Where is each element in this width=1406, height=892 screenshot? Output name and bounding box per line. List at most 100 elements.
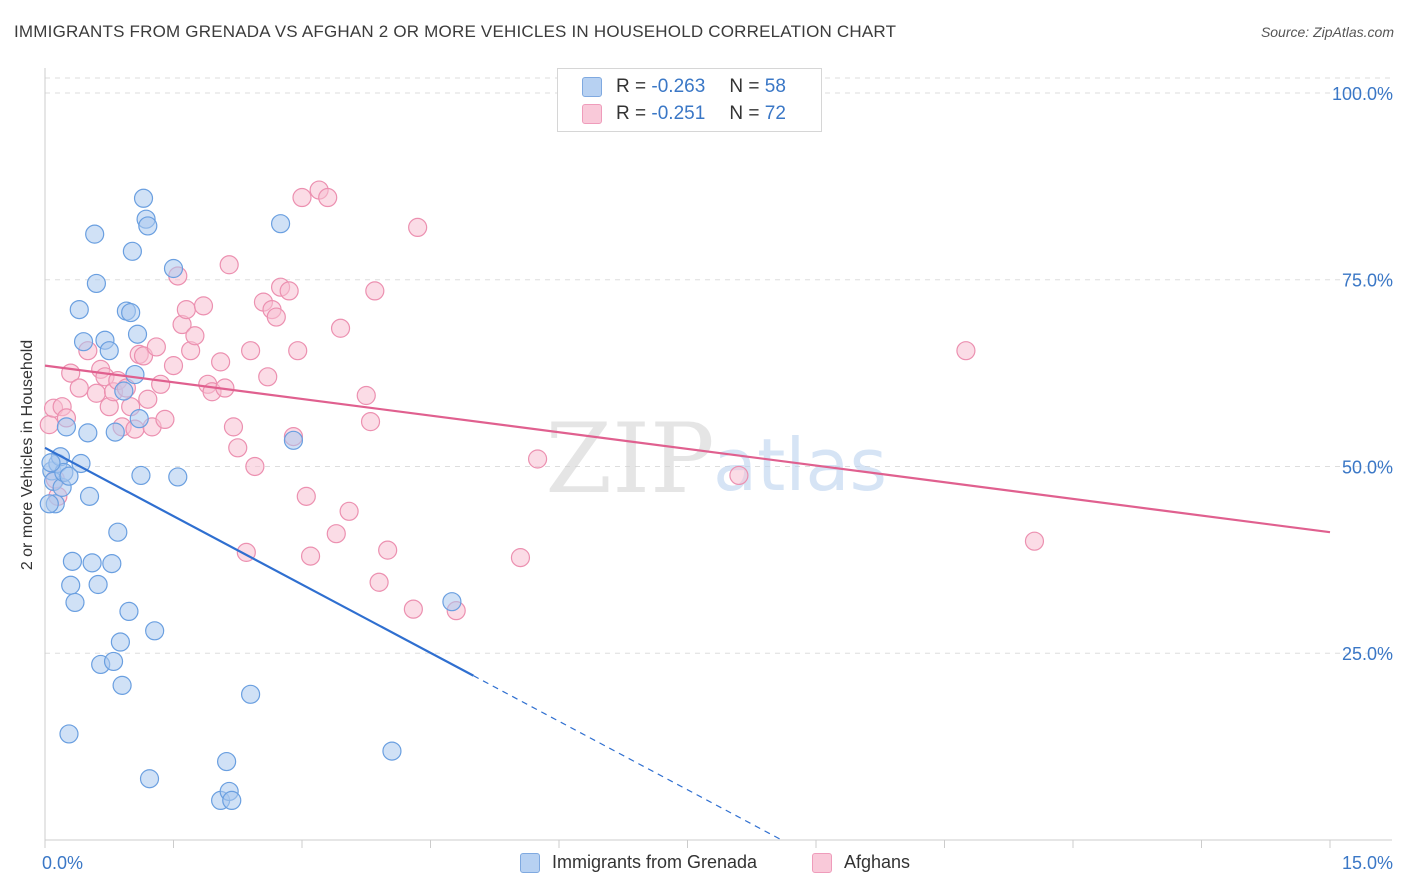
grenada-point — [41, 453, 61, 473]
legend-n-value: 72 — [764, 103, 786, 124]
grenada-point — [71, 453, 91, 474]
legend-n-label: N = — [729, 103, 760, 124]
grenada-point — [59, 724, 79, 744]
afghans-points — [39, 180, 1045, 621]
grenada-point — [102, 553, 122, 574]
afghans-point — [1024, 531, 1045, 551]
grenada-point — [114, 381, 134, 401]
chart-title: IMMIGRANTS FROM GRENADA VS AFGHAN 2 OR M… — [14, 22, 897, 41]
grenada-point — [99, 341, 119, 361]
afghans-point — [729, 465, 749, 486]
afghans-point — [408, 217, 428, 238]
x-tick-label: 0.0% — [42, 853, 83, 873]
grenada-point — [442, 592, 462, 612]
gridlines — [45, 77, 1392, 654]
legend-n-label: N = — [729, 76, 760, 97]
grenada-point — [78, 423, 98, 443]
afghans-point — [288, 341, 308, 361]
correlation-legend: R = -0.263 N = 58 R = -0.251 N = 72 — [557, 68, 822, 132]
grenada-point — [73, 332, 94, 352]
grenada-point — [61, 575, 81, 595]
legend-swatch-blue — [582, 77, 602, 97]
afghans-point — [86, 383, 107, 403]
watermark: ZIP atlas — [545, 403, 887, 515]
afghans-point — [378, 540, 398, 560]
afghans-point — [956, 341, 976, 361]
afghans-point — [69, 378, 89, 398]
afghans-point — [151, 374, 171, 394]
grenada-point — [217, 751, 237, 772]
grenada-point — [65, 592, 85, 613]
afghans-point — [211, 352, 231, 372]
afghans-point — [193, 296, 214, 316]
legend-swatch-pink — [812, 852, 832, 873]
afghans-point — [258, 367, 278, 387]
grenada-point — [222, 790, 242, 811]
grenada-point — [127, 324, 148, 344]
afghans-point — [510, 548, 531, 568]
afghans-point — [219, 255, 239, 275]
grenada-point — [56, 417, 77, 437]
grenada-point — [125, 364, 145, 385]
grenada-point — [59, 466, 79, 486]
tick-labels: 25.0% 50.0% 75.0% 100.0% 0.0% 15.0% — [42, 84, 1393, 873]
grenada-point — [85, 224, 105, 244]
watermark-zip: ZIP — [545, 403, 714, 515]
grenada-point — [108, 522, 128, 542]
grenada-point — [270, 214, 291, 234]
afghans-point — [155, 409, 175, 430]
grenada-point — [283, 430, 304, 450]
grenada-trend-line — [44, 446, 474, 677]
grenada-point — [168, 467, 188, 487]
grenada-point — [105, 422, 125, 442]
afghans-point — [292, 187, 312, 208]
x-tick-label: 15.0% — [1342, 853, 1393, 873]
afghans-point — [369, 572, 389, 592]
afghans-point — [403, 599, 423, 619]
source-credit: Source: ZipAtlas.com — [1260, 24, 1394, 40]
legend-row-afghans: R = -0.251 N = 72 — [582, 101, 786, 127]
grenada-point — [129, 409, 149, 429]
grenada-point — [39, 494, 59, 514]
axes — [44, 68, 1392, 848]
watermark-atlas: atlas — [713, 423, 887, 507]
afghans-point — [266, 307, 286, 327]
legend-r-value: -0.263 — [651, 76, 706, 97]
afghans-point — [527, 449, 548, 469]
y-tick-label: 100.0% — [1332, 84, 1393, 104]
series-legend-afghans: Afghans — [812, 852, 910, 873]
grenada-point — [145, 621, 165, 641]
grenada-point — [88, 574, 108, 595]
legend-swatch-pink — [582, 104, 602, 124]
legend-r-label: R = — [616, 103, 647, 124]
grenada-point — [163, 258, 184, 279]
grenada-point — [138, 216, 158, 236]
afghans-point — [241, 341, 261, 361]
afghans-point — [245, 456, 265, 477]
afghans-point — [326, 524, 346, 544]
y-tick-label: 75.0% — [1342, 271, 1393, 291]
afghans-point — [300, 546, 321, 566]
grenada-point — [62, 551, 83, 571]
series-legend-label: Afghans — [844, 852, 911, 872]
afghans-point — [185, 326, 205, 346]
afghans-point — [356, 385, 376, 406]
afghans-point — [318, 187, 338, 208]
afghans-point — [296, 486, 316, 506]
grenada-trend-extension — [473, 675, 783, 841]
trend-lines — [44, 364, 1331, 841]
afghans-point — [360, 412, 381, 432]
afghans-point — [330, 318, 351, 338]
afghans-point — [39, 415, 59, 435]
grenada-point — [112, 675, 132, 695]
legend-r-value: -0.251 — [651, 103, 706, 124]
grenada-point — [86, 273, 107, 294]
afghans-point — [339, 501, 359, 521]
afghans-point — [365, 281, 385, 301]
afghans-trend-line — [44, 364, 1331, 534]
legend-swatch-blue — [520, 852, 540, 873]
afghans-point — [228, 438, 248, 458]
grenada-point — [79, 486, 100, 506]
series-legend-label: Immigrants from Grenada — [552, 852, 758, 872]
